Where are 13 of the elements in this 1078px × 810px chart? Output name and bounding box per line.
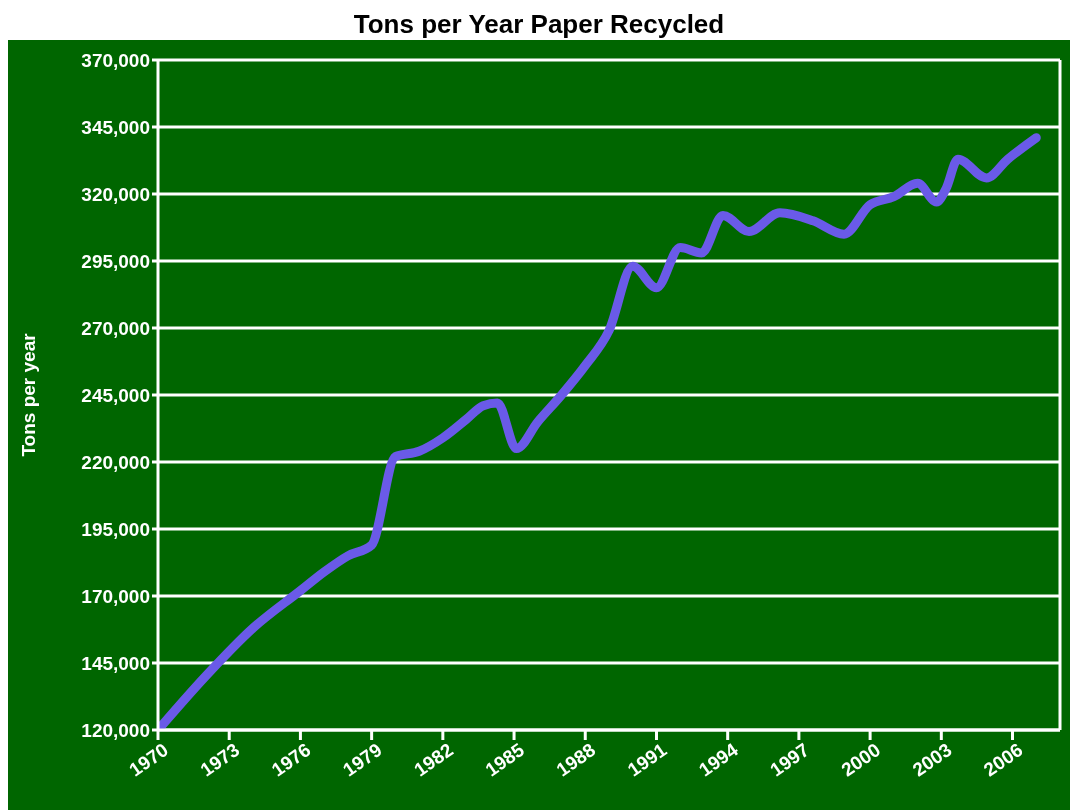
y-tick-label: 270,000 (81, 317, 150, 339)
y-axis-title: Tons per year (17, 332, 39, 457)
y-tick-label: 145,000 (81, 652, 150, 674)
y-tick-label: 295,000 (81, 250, 150, 272)
y-tick-label: 320,000 (81, 183, 150, 205)
y-tick-label: 245,000 (81, 384, 150, 406)
chart-title: Tons per Year Paper Recycled (352, 8, 726, 40)
y-tick-label: 120,000 (81, 719, 150, 741)
y-tick-label: 170,000 (81, 585, 150, 607)
y-tick-label: 195,000 (81, 518, 150, 540)
y-tick-label: 220,000 (81, 451, 150, 473)
y-tick-label: 345,000 (81, 116, 150, 138)
y-tick-label: 370,000 (81, 49, 150, 71)
